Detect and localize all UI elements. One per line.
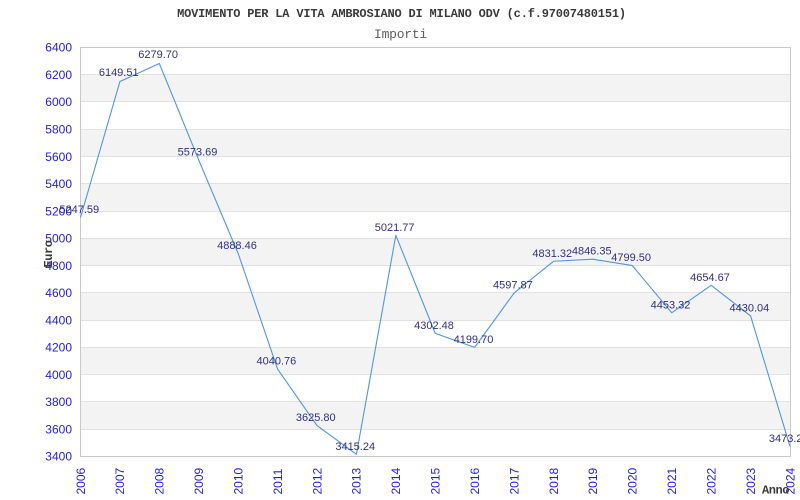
svg-text:MOVIMENTO PER LA VITA AMBROSIA: MOVIMENTO PER LA VITA AMBROSIANO DI MILA… xyxy=(177,7,626,21)
svg-text:Euro: Euro xyxy=(42,240,56,267)
svg-text:4200: 4200 xyxy=(45,341,72,355)
svg-text:Anno: Anno xyxy=(762,484,789,498)
svg-text:5800: 5800 xyxy=(45,123,72,137)
svg-text:2023: 2023 xyxy=(744,467,758,494)
svg-text:2022: 2022 xyxy=(704,467,718,494)
svg-text:6149.51: 6149.51 xyxy=(99,67,139,79)
svg-text:2024: 2024 xyxy=(783,467,797,494)
svg-text:5247.59: 5247.59 xyxy=(59,204,99,216)
svg-text:4654.67: 4654.67 xyxy=(690,272,730,284)
svg-text:6000: 6000 xyxy=(45,95,72,109)
svg-text:4400: 4400 xyxy=(45,313,72,327)
svg-text:4040.76: 4040.76 xyxy=(256,356,296,368)
svg-text:3415.24: 3415.24 xyxy=(335,441,375,453)
svg-text:2019: 2019 xyxy=(586,467,600,494)
svg-text:5200: 5200 xyxy=(45,204,72,218)
svg-text:2020: 2020 xyxy=(626,467,640,494)
svg-text:2011: 2011 xyxy=(271,468,285,494)
svg-text:4800: 4800 xyxy=(45,259,72,273)
svg-text:3800: 3800 xyxy=(45,395,72,409)
svg-text:4799.50: 4799.50 xyxy=(611,252,651,264)
svg-text:2009: 2009 xyxy=(192,467,206,494)
svg-text:6400: 6400 xyxy=(45,41,72,55)
svg-text:2018: 2018 xyxy=(547,467,561,494)
svg-text:4597.87: 4597.87 xyxy=(493,280,533,292)
svg-text:5021.77: 5021.77 xyxy=(375,222,415,234)
svg-text:2012: 2012 xyxy=(310,467,324,494)
svg-text:5573.69: 5573.69 xyxy=(178,147,218,159)
svg-text:4888.46: 4888.46 xyxy=(217,240,257,252)
svg-text:4846.35: 4846.35 xyxy=(572,246,612,258)
svg-text:4831.32: 4831.32 xyxy=(532,248,572,260)
svg-text:2006: 2006 xyxy=(74,467,88,494)
svg-text:2007: 2007 xyxy=(113,467,127,494)
svg-text:4302.48: 4302.48 xyxy=(414,320,454,332)
svg-text:3400: 3400 xyxy=(45,450,72,464)
svg-text:2021: 2021 xyxy=(665,467,679,494)
svg-text:5600: 5600 xyxy=(45,150,72,164)
svg-text:4000: 4000 xyxy=(45,368,72,382)
svg-text:2017: 2017 xyxy=(507,467,521,494)
svg-text:Importi: Importi xyxy=(374,27,427,42)
svg-text:4600: 4600 xyxy=(45,286,72,300)
svg-text:6279.70: 6279.70 xyxy=(138,49,178,61)
svg-text:2015: 2015 xyxy=(429,467,443,494)
svg-text:6200: 6200 xyxy=(45,68,72,82)
svg-text:2016: 2016 xyxy=(468,467,482,494)
svg-text:3600: 3600 xyxy=(45,422,72,436)
svg-text:4453.32: 4453.32 xyxy=(651,299,691,311)
svg-text:3473.26: 3473.26 xyxy=(769,433,800,445)
svg-text:2014: 2014 xyxy=(389,467,403,494)
svg-text:5400: 5400 xyxy=(45,177,72,191)
svg-text:2010: 2010 xyxy=(231,467,245,494)
svg-text:2008: 2008 xyxy=(153,467,167,494)
svg-text:2013: 2013 xyxy=(350,467,364,494)
svg-text:3625.80: 3625.80 xyxy=(296,412,336,424)
svg-text:5000: 5000 xyxy=(45,232,72,246)
svg-text:4199.70: 4199.70 xyxy=(454,334,494,346)
svg-text:4430.04: 4430.04 xyxy=(729,302,769,314)
